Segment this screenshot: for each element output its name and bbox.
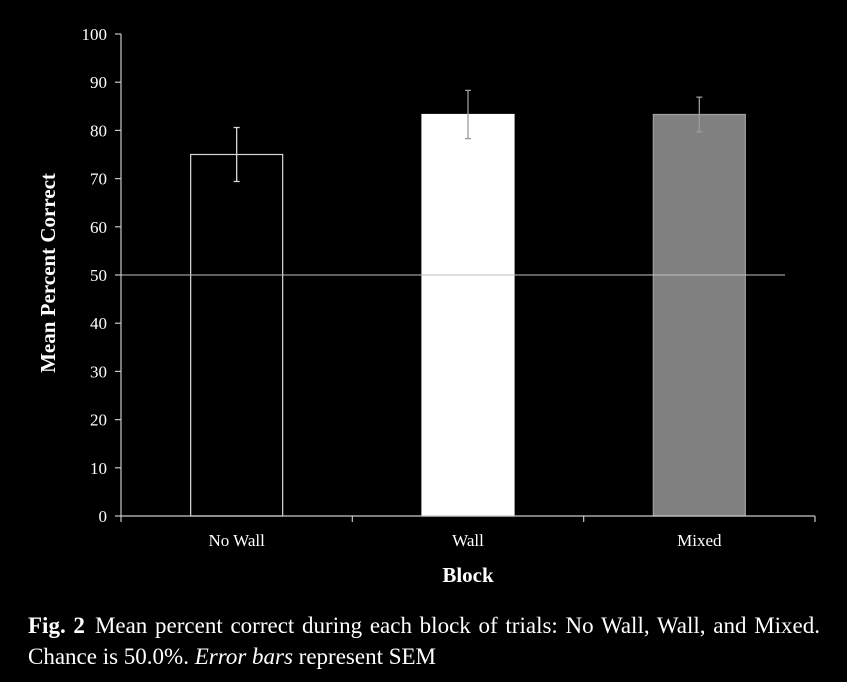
y-tick-label: 70 (90, 170, 107, 189)
error-bar (465, 89, 471, 140)
y-tick-label: 90 (90, 73, 107, 92)
error-bars-layer (233, 89, 703, 183)
error-bar (696, 96, 703, 133)
x-axis-title: Block (442, 563, 494, 587)
x-tick-label: Wall (452, 531, 484, 550)
bars-layer (190, 113, 746, 517)
y-tick-label: 50 (90, 266, 107, 285)
caption-text-1: Mean percent correct during each block o… (28, 613, 820, 669)
y-tick-label: 40 (90, 314, 107, 333)
y-tick-label: 10 (90, 459, 107, 478)
x-tick-label: Mixed (677, 531, 722, 550)
y-tick-label: 80 (90, 121, 107, 140)
caption-text-italic: Error bars (194, 644, 293, 669)
bar-wall (421, 113, 515, 517)
figure-label: Fig. 2 (28, 613, 85, 638)
bar-mixed (652, 113, 746, 517)
y-tick-label: 60 (90, 218, 107, 237)
y-tick-label: 0 (99, 507, 108, 526)
y-tick-label: 20 (90, 411, 107, 430)
figure-caption: Fig. 2 Mean percent correct during each b… (28, 610, 820, 672)
axes-layer (115, 33, 816, 522)
x-tick-label: No Wall (208, 531, 265, 550)
y-tick-label: 30 (90, 362, 107, 381)
error-bar (233, 126, 240, 183)
x-tick-layer: No Wall Wall Mixed (208, 531, 722, 550)
caption-text-2: represent SEM (292, 644, 436, 669)
y-axis-title: Mean Percent Correct (36, 173, 60, 373)
bar-no-wall (190, 153, 284, 517)
y-tick-layer: 0 10 20 30 40 50 60 70 80 90 100 (82, 25, 108, 526)
y-tick-label: 100 (82, 25, 108, 44)
